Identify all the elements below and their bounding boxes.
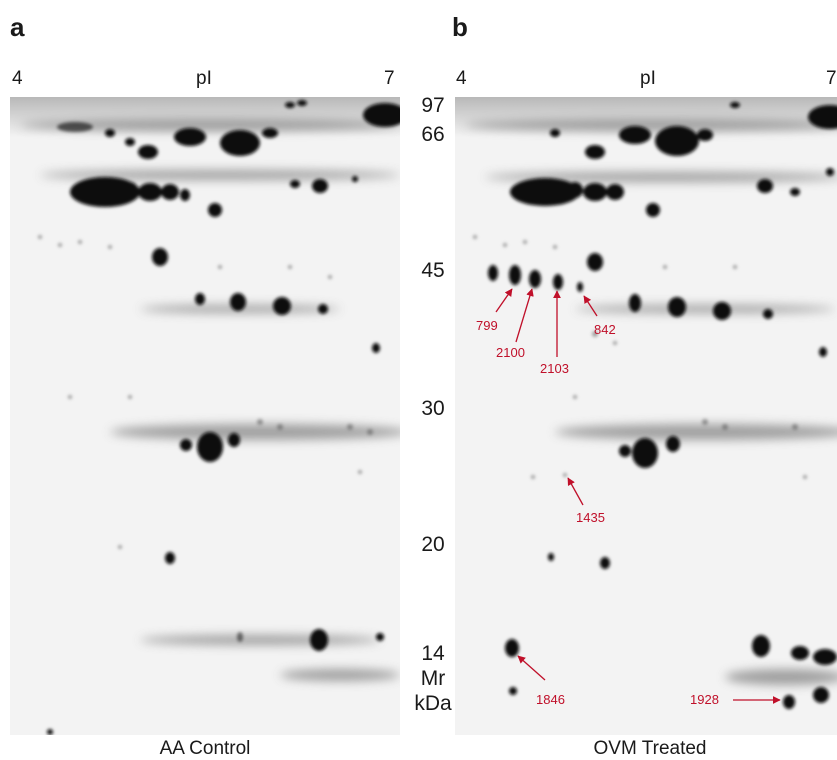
panel-b-ph-end: 7 bbox=[826, 68, 837, 89]
mw-marker-45: 45 bbox=[421, 259, 445, 282]
spot-label-2100: 2100 bbox=[496, 345, 525, 360]
mw-marker-66: 66 bbox=[421, 123, 445, 146]
gel-image-treated bbox=[455, 97, 837, 735]
caption-aa-control: AA Control bbox=[159, 738, 251, 759]
panel-b-pi-label: pI bbox=[640, 68, 656, 89]
panel-a-ph-end: 7 bbox=[384, 68, 395, 89]
gel-control-svg bbox=[10, 97, 400, 735]
spot-label-1435: 1435 bbox=[576, 510, 605, 525]
arrow-842 bbox=[583, 295, 598, 317]
spot-label-1846: 1846 bbox=[536, 692, 565, 707]
mw-axis-label-mr: Mr bbox=[420, 667, 446, 690]
mw-marker-14: 14 bbox=[421, 642, 445, 665]
spot-label-799: 799 bbox=[476, 318, 498, 333]
arrow-799 bbox=[495, 288, 513, 313]
panel-b-letter: b bbox=[452, 12, 468, 42]
panel-b-ph-start: 4 bbox=[456, 68, 467, 89]
arrow-2100 bbox=[515, 288, 534, 343]
gel-image-control bbox=[10, 97, 400, 735]
mw-marker-20: 20 bbox=[421, 533, 445, 556]
spot-label-842: 842 bbox=[594, 322, 616, 337]
arrow-1435 bbox=[567, 477, 584, 506]
mw-marker-97: 97 bbox=[421, 94, 445, 117]
spot-label-2103: 2103 bbox=[540, 361, 569, 376]
mw-marker-30: 30 bbox=[421, 397, 445, 420]
gel-treated-svg bbox=[455, 97, 837, 709]
caption-ovm-treated: OVM Treated bbox=[593, 738, 707, 759]
panel-a-ph-start: 4 bbox=[12, 68, 23, 89]
mw-axis-label-kda: kDa bbox=[414, 692, 452, 715]
panel-a-pi-label: pI bbox=[196, 68, 212, 89]
arrow-1846 bbox=[517, 655, 546, 681]
panel-a-letter: a bbox=[10, 12, 25, 42]
spot-label-1928: 1928 bbox=[690, 692, 719, 707]
